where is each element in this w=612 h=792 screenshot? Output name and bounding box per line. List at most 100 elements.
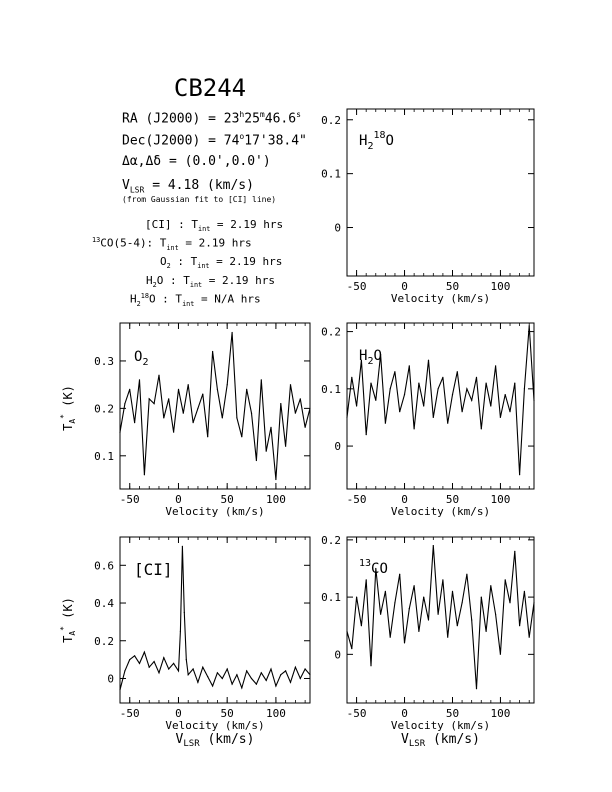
xtick-label-ci-3: 100 [266,707,286,720]
point-13co-8 [384,590,386,593]
point-o2-2 [129,388,131,390]
point-13co-16 [423,596,425,598]
point-13co-34 [509,602,511,604]
panel-13co: -50 0 50 100 0 0.1 0.2 Velocity (km/s)VLSR (km/… [321,534,535,749]
xtick-label-h2o-1: 0 [401,493,408,506]
point-13co-30 [490,585,492,587]
line-label-h2o: H2O [359,348,382,367]
xtick-label-h218o-3: 100 [490,280,510,293]
point-13co-29 [485,630,487,633]
point-ci-13 [179,630,181,632]
info-dec: Dec(J2000) = 74o17'38.4" [122,132,307,149]
point-h2o-5 [370,382,372,384]
point-h2o-17 [427,359,430,361]
point-13co-27 [475,688,478,690]
point-o2-28 [255,459,257,462]
point-13co-15 [418,630,420,633]
point-h2o-29 [485,382,487,384]
ytick-label-o2-1: 0.2 [94,402,114,415]
point-ci-31 [255,683,257,685]
point-13co-20 [442,579,444,581]
ytick-label-h218o-2: 0.2 [321,114,341,127]
point-13co-11 [399,573,401,575]
point-ci-5 [143,651,145,653]
point-h2o-7 [380,353,382,356]
point-o2-37 [299,398,301,400]
point-ci-37 [285,670,287,672]
point-13co-0 [346,630,348,633]
point-o2-30 [265,450,267,452]
xlabel-o2: Velocity (km/s) [165,505,264,518]
spectrum-h2o-0 [346,325,535,475]
tint-o2: O2 : Tint = 2.19 hrs [160,255,283,271]
point-ci-3 [134,655,136,657]
point-o2-26 [246,388,248,390]
point-ci-39 [294,666,296,668]
point-o2-17 [202,393,204,395]
point-h2o-22 [451,394,454,396]
point-o2-20 [216,388,218,390]
point-13co-23 [456,625,458,627]
point-ci-16 [185,659,187,661]
tint-h218o: H218O : Tint = N/A hrs [130,292,261,308]
point-13co-5 [370,665,372,667]
point-h2o-30 [490,405,492,407]
point-h2o-31 [495,365,497,367]
point-h2o-24 [461,411,463,413]
point-ci-15 [183,611,185,614]
point-o2-21 [221,417,223,419]
point-h2o-36 [519,474,521,476]
point-o2-23 [231,331,233,334]
point-13co-19 [437,613,439,615]
ytick-label-ci-0: 0 [107,672,114,685]
point-13co-9 [389,636,391,638]
point-o2-3 [134,422,136,424]
point-o2-4 [138,379,141,381]
point-o2-11 [173,431,175,433]
ytick-label-h218o-0: 0 [334,222,341,235]
xtick-label-13co-2: 50 [446,707,459,720]
point-13co-1 [351,648,353,650]
point-ci-14 [181,545,183,548]
point-ci-19 [197,681,199,683]
point-ci-28 [241,687,243,689]
point-ci-8 [158,672,160,674]
point-h2o-32 [499,416,501,418]
point-13co-38 [528,636,530,638]
ytick-label-h2o-1: 0.1 [321,383,341,396]
point-h2o-0 [346,416,348,418]
point-13co-13 [408,608,410,610]
info-vlsr-note: (from Gaussian fit to [CI] line) [122,195,277,204]
point-o2-31 [270,426,272,428]
ylabel-o2: TA* (K) [59,385,77,431]
point-o2-12 [177,388,180,390]
point-ci-38 [289,681,292,683]
point-h2o-35 [514,382,516,384]
point-o2-29 [260,379,262,381]
point-ci-41 [304,668,306,670]
point-h2o-21 [447,422,449,424]
xtick-label-ci-2: 50 [221,707,234,720]
point-h2o-13 [408,365,410,367]
point-ci-25 [226,668,228,670]
point-13co-25 [466,573,468,575]
ytick-label-o2-0: 0.1 [94,450,114,463]
point-h2o-11 [399,411,401,413]
line-label-ci: [CI] [134,560,173,579]
point-13co-6 [375,567,377,570]
point-o2-27 [250,412,253,414]
point-o2-33 [280,403,282,405]
x2label-ci: VLSR (km/s) [176,732,255,749]
point-o2-6 [148,398,150,400]
point-o2-1 [124,403,126,405]
ytick-label-h218o-1: 0.1 [321,168,341,181]
panel-ci: -50 0 50 100 0 0.2 0.4 0.6 Velocity (km/s)VLSR (… [94,536,311,749]
point-13co-39 [533,602,535,604]
frame-h218o [346,108,535,277]
point-13co-14 [413,585,415,587]
frame-ci [119,536,311,704]
tint-13co: 13CO(5-4): Tint = 2.19 hrs [92,236,252,252]
tint-h2o: H2O : Tint = 2.19 hrs [146,274,276,290]
point-h2o-14 [413,428,415,430]
